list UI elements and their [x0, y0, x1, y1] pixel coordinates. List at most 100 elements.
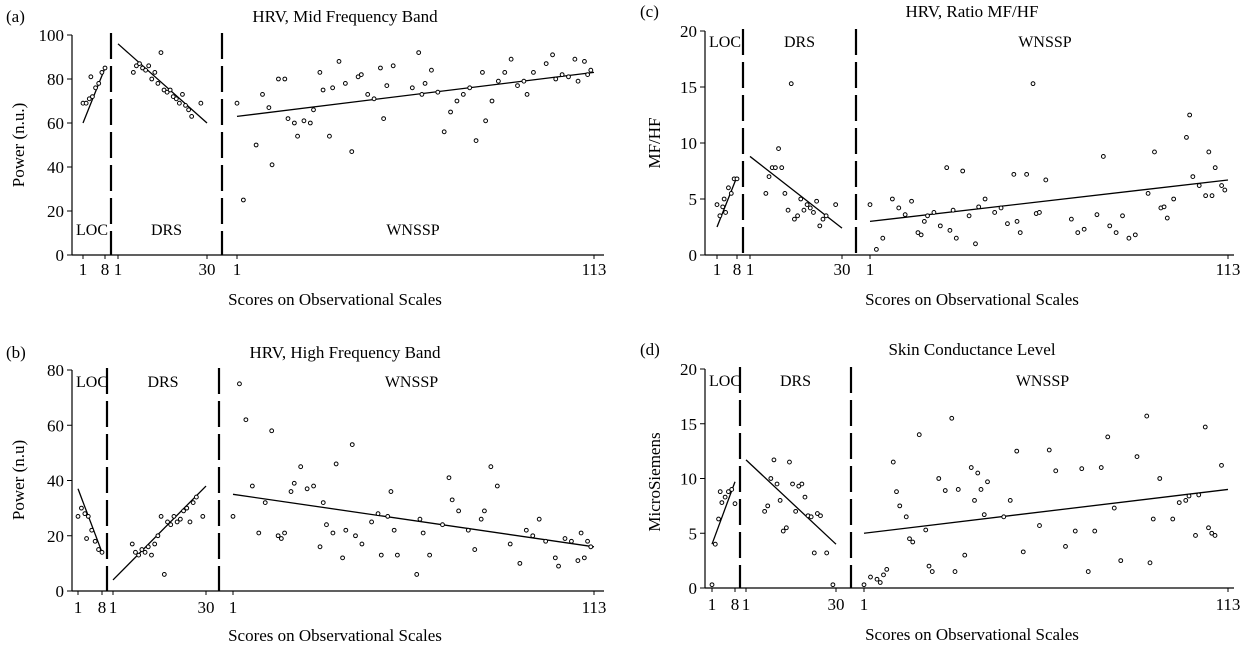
data-point — [435, 89, 441, 95]
data-point — [333, 461, 339, 467]
y-tick-label: 20 — [47, 527, 64, 546]
data-point — [578, 530, 584, 536]
data-point — [243, 417, 249, 423]
data-point — [388, 489, 394, 494]
data-point — [152, 70, 158, 75]
x-axis-label: Scores on Observational Scales — [228, 290, 442, 309]
data-point — [985, 479, 990, 485]
data-point — [585, 72, 591, 77]
data-point — [465, 527, 471, 533]
data-point — [772, 165, 778, 171]
data-point — [823, 213, 829, 219]
data-point — [324, 522, 329, 528]
data-point — [183, 103, 188, 108]
data-point — [910, 539, 916, 545]
data-point — [155, 81, 161, 86]
data-point — [1017, 230, 1023, 236]
data-point — [384, 83, 390, 88]
data-point — [556, 563, 561, 569]
data-point — [1152, 149, 1157, 155]
data-point — [427, 552, 433, 558]
data-point — [833, 202, 839, 208]
data-point — [416, 50, 422, 55]
data-point — [181, 508, 186, 514]
data-point — [1164, 215, 1170, 221]
data-point — [766, 174, 772, 180]
data-point — [981, 512, 987, 518]
data-point — [139, 547, 145, 552]
data-point — [566, 74, 571, 80]
data-point — [768, 476, 774, 481]
y-tick-label: 5 — [689, 190, 698, 209]
data-point — [814, 511, 820, 516]
data-point — [330, 85, 336, 91]
data-point — [320, 87, 326, 93]
data-point — [978, 487, 984, 492]
data-point — [799, 481, 805, 487]
data-point — [782, 191, 788, 196]
data-point — [880, 235, 886, 241]
chart-panel: (a) HRV, Mid Frequency Band Scores on Obse… — [6, 7, 606, 309]
data-point — [820, 216, 826, 222]
data-point — [349, 149, 355, 155]
x-tick-label: 113 — [1216, 260, 1241, 279]
data-point — [774, 481, 780, 487]
data-point — [960, 168, 966, 174]
panel-label: (b) — [6, 343, 26, 362]
data-point — [1196, 183, 1202, 188]
x-axis-label: Scores on Observational Scales — [865, 625, 1079, 644]
y-tick-label: 5 — [689, 524, 698, 543]
data-point — [176, 100, 182, 106]
data-point — [381, 116, 387, 121]
section-label: WNSSP — [1018, 34, 1071, 51]
data-point — [531, 70, 536, 75]
data-point — [298, 464, 304, 470]
x-tick-label: 1 — [860, 595, 869, 614]
data-point — [165, 519, 170, 525]
section-label: DRS — [780, 373, 811, 390]
y-tick-label: 80 — [47, 70, 64, 89]
section-label: WNSSP — [385, 374, 438, 391]
x-tick-label: 1 — [79, 260, 88, 279]
data-point — [1202, 424, 1208, 430]
data-point — [1092, 528, 1098, 534]
data-point — [877, 580, 883, 585]
data-point — [359, 541, 365, 547]
data-point — [779, 165, 785, 171]
data-point — [1134, 454, 1140, 460]
data-point — [793, 508, 799, 514]
data-point — [814, 198, 820, 204]
data-point — [1068, 216, 1074, 222]
data-point — [440, 522, 445, 528]
x-axis-label: Scores on Observational Scales — [228, 626, 442, 645]
data-point — [99, 70, 105, 75]
data-point — [82, 511, 88, 517]
regression-line — [77, 488, 103, 553]
data-point — [923, 527, 929, 533]
data-point — [155, 533, 161, 539]
y-axis-label: Power (n.u.) — [9, 103, 28, 188]
data-point — [523, 527, 529, 533]
data-point — [1100, 154, 1106, 159]
data-point — [394, 552, 400, 558]
y-tick-label: 0 — [56, 582, 65, 601]
data-point — [861, 582, 867, 588]
data-point — [723, 210, 728, 215]
x-tick-label: 1 — [742, 595, 751, 614]
panel-label: (d) — [640, 340, 660, 359]
chart-title: Skin Conductance Level — [888, 340, 1055, 359]
data-point — [966, 213, 972, 219]
x-tick-label: 8 — [101, 260, 110, 279]
data-point — [168, 522, 174, 528]
x-tick-label: 30 — [834, 260, 851, 279]
x-tick-label: 1 — [229, 598, 238, 617]
data-point — [807, 205, 813, 211]
x-tick-label: 1 — [746, 260, 755, 279]
data-point — [721, 196, 727, 202]
data-point — [881, 572, 886, 578]
data-point — [96, 81, 102, 86]
y-tick-label: 60 — [47, 416, 64, 435]
data-point — [1081, 226, 1087, 232]
data-point — [90, 94, 95, 99]
